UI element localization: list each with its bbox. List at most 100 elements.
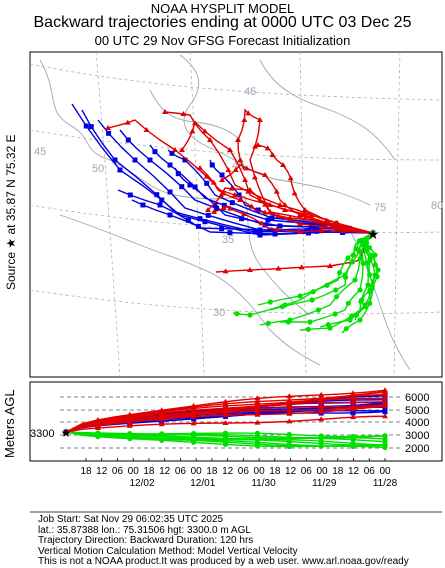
- red-trajectory-marker: [237, 157, 244, 162]
- red-trajectory-marker: [258, 220, 265, 226]
- blue-trajectory-marker: [212, 202, 218, 208]
- green-trajectory-marker: [374, 274, 380, 280]
- green-trajectory-marker: [332, 311, 338, 317]
- time-tick-label: 12: [222, 466, 234, 477]
- red-height-profile-9: [63, 413, 388, 434]
- red-trajectory-marker: [281, 202, 288, 207]
- red-trajectory-marker: [251, 174, 258, 180]
- date-label: 11/29: [312, 478, 337, 489]
- map-panel: 45 40 35 30 50 75 80 45 ★: [29, 51, 443, 378]
- red-trajectory-marker: [143, 127, 150, 132]
- red-height-profile-marker: [94, 425, 101, 431]
- green-trajectory-marker: [372, 252, 378, 258]
- time-tick-label: 00: [316, 466, 328, 477]
- green-trajectory-marker: [353, 246, 359, 252]
- map-graticule: [29, 51, 443, 378]
- green-height-profile-marker: [191, 439, 197, 445]
- green-trajectory-marker: [360, 260, 366, 266]
- red-trajectory-marker: [255, 142, 261, 147]
- red-trajectory-marker: [231, 192, 238, 197]
- green-trajectory-marker: [354, 312, 360, 318]
- blue-trajectory-marker: [132, 157, 138, 163]
- red-trajectory-marker: [342, 225, 349, 231]
- lon-label-75: 75: [374, 202, 386, 214]
- blue-trajectory-marker: [167, 162, 173, 168]
- red-trajectory-marker: [219, 177, 225, 182]
- blue-trajectory-marker: [140, 202, 146, 208]
- red-trajectory-marker: [297, 229, 303, 234]
- red-height-profile-marker: [286, 393, 293, 399]
- blue-trajectory-marker: [167, 189, 173, 195]
- red-trajectory-marker: [327, 263, 333, 268]
- red-trajectory-line: [215, 232, 374, 273]
- job-info-footer: Job Start: Sat Nov 29 06:02:35 UTC 2025 …: [38, 514, 438, 568]
- red-trajectory-line: [213, 205, 374, 234]
- red-height-profile-marker: [350, 399, 357, 405]
- green-trajectory-marker: [234, 311, 240, 317]
- time-tick-label: 06: [238, 466, 250, 477]
- footer-vertical-method: Vertical Motion Calculation Method: Mode…: [38, 545, 298, 557]
- red-height-profile-marker: [382, 395, 388, 401]
- time-tick-label: 00: [254, 466, 266, 477]
- red-height-profile-marker: [254, 419, 261, 425]
- red-trajectory-line: [221, 164, 374, 234]
- map-lon-labels: 50 75 80: [92, 163, 443, 214]
- red-trajectory-marker: [252, 143, 259, 149]
- red-height-profile-marker: [286, 410, 293, 416]
- green-trajectory-marker: [265, 320, 271, 326]
- red-height-profile-marker: [190, 413, 197, 419]
- blue-height-profile-marker: [382, 409, 388, 415]
- blue-trajectory-marker: [204, 180, 210, 186]
- green-trajectory-marker: [307, 319, 313, 325]
- red-trajectory-marker: [222, 268, 229, 274]
- red-trajectory-marker: [280, 162, 286, 167]
- time-tick-label: 12: [159, 466, 171, 477]
- profile-date-labels: 12/02 12/01 11/30 11/29 11/28: [129, 478, 397, 489]
- time-tick-label: 00: [379, 466, 391, 477]
- red-trajectory-marker: [277, 202, 283, 207]
- red-trajectory-marker: [201, 128, 208, 134]
- time-tick-label: 06: [364, 466, 376, 477]
- blue-trajectory-line: [97, 119, 374, 234]
- red-trajectory-marker: [302, 207, 308, 212]
- red-trajectory-marker: [172, 147, 178, 152]
- blue-trajectory-marker: [112, 157, 118, 163]
- blue-trajectory-marker: [127, 192, 133, 198]
- blue-trajectory-marker: [106, 130, 112, 136]
- height-tick-2000: 2000: [405, 443, 429, 455]
- height-tick-4000: 4000: [405, 417, 429, 429]
- green-height-profile-marker: [350, 443, 356, 449]
- plot-subtitle: 00 UTC 29 Nov GFSG Forecast Initializati…: [94, 33, 351, 48]
- red-trajectory-marker: [339, 228, 346, 233]
- red-height-profile-marker: [350, 406, 357, 412]
- blue-trajectory-marker: [175, 171, 181, 177]
- red-height-profile-marker: [126, 422, 133, 428]
- green-trajectory-marker: [345, 255, 351, 261]
- time-tick-label: 18: [143, 466, 155, 477]
- red-trajectory-marker: [269, 152, 276, 157]
- blue-trajectory-marker: [147, 157, 153, 163]
- source-star-icon: ★: [367, 226, 380, 242]
- model-title: NOAA HYSPLIT MODEL: [150, 1, 295, 16]
- time-tick-label: 12: [348, 466, 360, 477]
- height-tick-6000: 6000: [405, 392, 429, 404]
- blue-trajectory-marker: [197, 216, 203, 222]
- blue-trajectory-marker: [265, 217, 271, 223]
- blue-trajectory-marker: [236, 192, 242, 198]
- plot-title: Backward trajectories ending at 0000 UTC…: [33, 14, 412, 31]
- red-height-profile-marker: [382, 413, 388, 419]
- red-trajectory-marker: [287, 215, 293, 220]
- blue-trajectory-marker: [219, 226, 225, 232]
- blue-height-profile-marker: [350, 410, 356, 416]
- green-height-profile-marker: [254, 443, 260, 449]
- time-tick-label: 18: [80, 466, 92, 477]
- red-trajectory-marker: [257, 117, 263, 122]
- red-trajectory-marker: [334, 220, 341, 225]
- red-height-profile-marker: [318, 399, 325, 405]
- green-trajectory-marker: [357, 287, 363, 293]
- blue-trajectory-marker: [195, 223, 201, 229]
- green-trajectory-line: [259, 232, 374, 326]
- blue-trajectory-marker: [239, 216, 245, 222]
- height-tick-5000: 5000: [405, 405, 429, 417]
- blue-trajectory-marker: [255, 207, 261, 213]
